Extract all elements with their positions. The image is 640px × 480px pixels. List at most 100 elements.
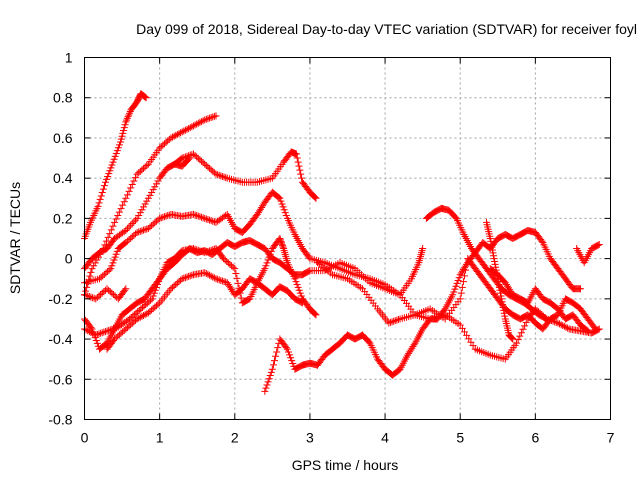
data-point [156,144,164,152]
data-point [183,125,191,133]
data-point [125,111,133,119]
data-point [112,215,120,223]
data-point [458,283,466,291]
data-point [133,315,141,323]
data-point [232,270,240,278]
data-point [125,223,133,231]
y-tick-labels: 1 0.8 0.6 0.4 0.2 0 -0.2 -0.4 -0.6 -0.8 [48,50,72,428]
data-point [149,292,157,300]
data-point [198,213,206,221]
data-point [298,174,306,182]
data-point [220,173,228,181]
data-point [122,285,130,293]
data-point [189,122,197,130]
data-point [97,192,105,200]
data-point [135,212,143,220]
data-point [122,226,130,234]
data-point [136,167,144,175]
data-point [133,214,141,222]
data-point [88,265,96,273]
data-point [111,324,119,332]
data-point [114,212,122,220]
data-point [157,214,165,222]
data-point [552,318,560,326]
data-point [185,155,193,163]
data-point [113,147,121,155]
data-point [489,249,497,257]
data-point [500,309,508,317]
data-point [120,126,128,134]
data-point [122,325,130,333]
data-point [295,162,303,170]
data-point [91,334,99,342]
data-point [111,335,119,343]
data-point [274,344,282,352]
data-point [109,222,117,230]
data-point [194,212,202,220]
data-point [159,141,167,149]
data-point [173,279,181,287]
data-point [457,289,465,297]
data-point [264,256,272,264]
data-point [226,260,234,268]
data-point [279,243,287,251]
data-point [170,132,178,140]
data-point [207,114,215,122]
data-point [111,152,119,160]
data-point [311,310,319,318]
data-point [105,266,113,274]
data-point [106,288,114,296]
data-point [148,295,156,303]
data-point [148,189,156,197]
data-point [272,352,280,360]
data-point [281,209,289,217]
y-tick-label: -0.2 [48,291,72,307]
data-point [193,120,201,128]
data-point [501,312,509,320]
data-point [84,292,92,300]
data-point [133,170,141,178]
data-point [594,241,602,249]
data-point [114,144,122,152]
data-point [196,156,204,164]
data-point [310,309,318,317]
data-point [118,132,126,140]
data-point [160,213,168,221]
data-point [233,274,241,282]
data-point [109,158,117,166]
y-tick-label: 1 [65,50,73,66]
data-point [583,326,591,334]
data-point [82,287,90,295]
data-point [198,118,206,126]
data-point [265,375,273,383]
chart-title: Day 099 of 2018, Sidereal Day-to-day VTE… [136,21,637,37]
data-point [496,286,504,294]
data-point [212,170,220,178]
data-point [207,272,215,280]
data-point [202,115,210,123]
data-point [500,306,508,314]
data-point [198,157,206,165]
data-point [199,117,207,125]
data-point [282,344,290,352]
data-point [262,384,270,392]
data-point [87,324,95,332]
data-point [276,235,284,242]
data-point [140,302,148,310]
data-point [148,306,156,314]
data-point [159,213,167,221]
y-axis-label: SDTVAR / TECUs [7,182,23,294]
data-point [103,285,111,293]
data-point [514,336,522,344]
data-point [138,303,146,311]
data-point [279,203,287,211]
data-point [146,223,154,231]
x-tick-label: 1 [156,430,164,446]
data-point [564,324,572,332]
data-point [209,167,217,175]
data-point [204,216,212,224]
data-point [86,272,94,280]
data-point [207,166,215,174]
axis-ticks [84,57,611,420]
data-point [117,138,125,146]
